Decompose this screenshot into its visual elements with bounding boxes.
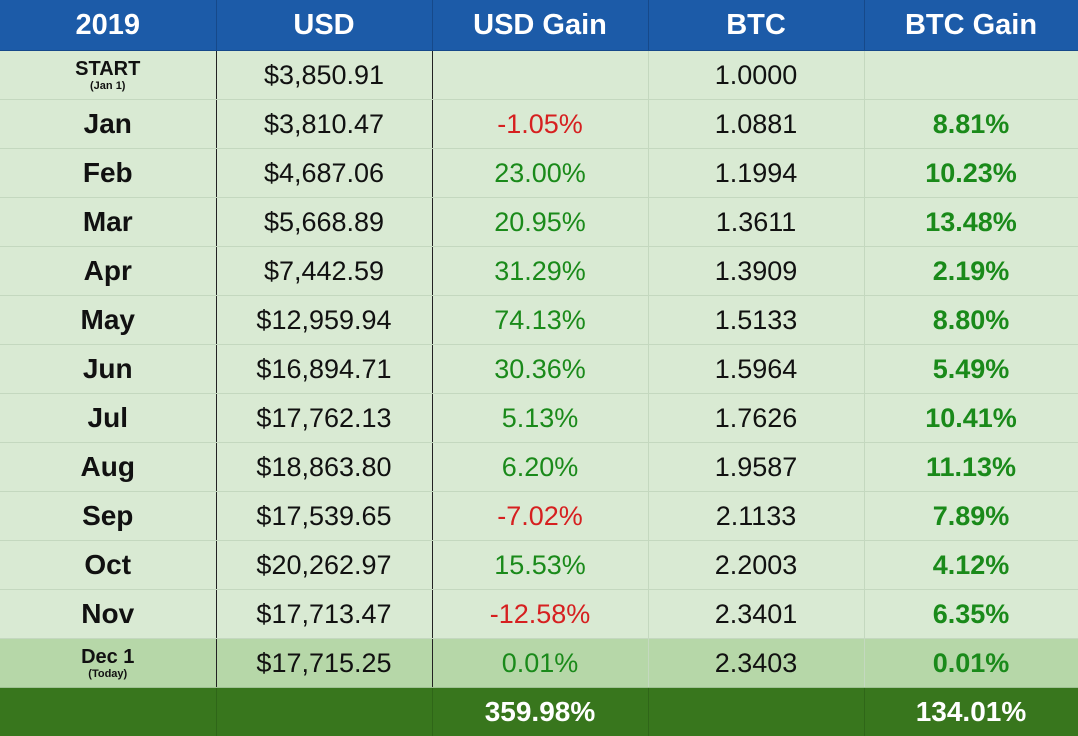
header-usd-gain: USD Gain: [432, 0, 649, 51]
usd-cell: $17,762.13: [216, 393, 433, 443]
month-cell: May: [0, 295, 217, 345]
header-row: 2019 USD USD Gain BTC BTC Gain: [0, 0, 1078, 51]
btc-cell: 1.7626: [647, 393, 865, 443]
usd-gain-cell: 0.01%: [432, 638, 649, 688]
btc-cell: 1.0881: [647, 99, 865, 149]
month-cell: Jan: [0, 99, 217, 149]
usd-gain-cell: 23.00%: [432, 148, 649, 198]
totals-blank-3: [648, 687, 865, 736]
month-cell: Oct: [0, 540, 217, 590]
month-sublabel: (Today): [88, 667, 128, 680]
table-row: Apr $7,442.59 31.29% 1.3909 2.19%: [0, 246, 1078, 296]
btc-cell: 1.5964: [647, 344, 865, 394]
usd-cell: $17,715.25: [216, 638, 433, 688]
total-btc-gain: 134.01%: [864, 687, 1078, 736]
table-row: Feb $4,687.06 23.00% 1.1994 10.23%: [0, 148, 1078, 198]
table-row: Sep $17,539.65 -7.02% 2.1133 7.89%: [0, 491, 1078, 541]
month-cell: Mar: [0, 197, 217, 247]
header-btc: BTC: [648, 0, 865, 51]
usd-gain-cell: -7.02%: [432, 491, 649, 541]
btc-gain-cell: [864, 50, 1078, 100]
btc-gain-cell: 0.01%: [864, 638, 1078, 688]
usd-gain-cell: 6.20%: [432, 442, 649, 492]
btc-cell: 1.3909: [647, 246, 865, 296]
month-sublabel: (Jan 1): [90, 79, 126, 92]
btc-gain-cell: 10.23%: [864, 148, 1078, 198]
btc-cell: 2.3403: [647, 638, 865, 688]
usd-gain-cell: -12.58%: [432, 589, 649, 639]
month-cell: Aug: [0, 442, 217, 492]
usd-cell: $3,810.47: [216, 99, 433, 149]
usd-cell: $17,539.65: [216, 491, 433, 541]
btc-gain-cell: 6.35%: [864, 589, 1078, 639]
table-row: Aug $18,863.80 6.20% 1.9587 11.13%: [0, 442, 1078, 492]
usd-cell: $3,850.91: [216, 50, 433, 100]
month-label: Dec 1: [81, 645, 135, 668]
btc-cell: 1.0000: [647, 50, 865, 100]
table-row: Jan $3,810.47 -1.05% 1.0881 8.81%: [0, 99, 1078, 149]
header-btc-gain: BTC Gain: [864, 0, 1078, 51]
usd-gain-cell: 31.29%: [432, 246, 649, 296]
btc-gain-cell: 2.19%: [864, 246, 1078, 296]
btc-cell: 1.3611: [647, 197, 865, 247]
usd-gain-cell: 74.13%: [432, 295, 649, 345]
usd-cell: $7,442.59: [216, 246, 433, 296]
month-cell: START (Jan 1): [0, 50, 217, 100]
btc-gain-cell: 5.49%: [864, 344, 1078, 394]
usd-gain-cell: 15.53%: [432, 540, 649, 590]
header-year: 2019: [0, 0, 217, 51]
usd-cell: $12,959.94: [216, 295, 433, 345]
usd-gain-cell: 20.95%: [432, 197, 649, 247]
totals-blank-2: [216, 687, 433, 736]
table-row: Mar $5,668.89 20.95% 1.3611 13.48%: [0, 197, 1078, 247]
month-cell: Apr: [0, 246, 217, 296]
usd-cell: $16,894.71: [216, 344, 433, 394]
total-usd-gain: 359.98%: [432, 687, 649, 736]
btc-cell: 2.2003: [647, 540, 865, 590]
table-row: Jul $17,762.13 5.13% 1.7626 10.41%: [0, 393, 1078, 443]
usd-gain-cell: -1.05%: [432, 99, 649, 149]
totals-row: 359.98% 134.01%: [0, 687, 1078, 736]
btc-gain-cell: 13.48%: [864, 197, 1078, 247]
usd-gain-cell: [432, 50, 649, 100]
table-row: May $12,959.94 74.13% 1.5133 8.80%: [0, 295, 1078, 345]
month-cell: Dec 1 (Today): [0, 638, 217, 688]
usd-cell: $18,863.80: [216, 442, 433, 492]
btc-cell: 1.1994: [647, 148, 865, 198]
totals-blank-1: [0, 687, 217, 736]
btc-gain-cell: 11.13%: [864, 442, 1078, 492]
usd-cell: $5,668.89: [216, 197, 433, 247]
month-cell: Jun: [0, 344, 217, 394]
header-usd: USD: [216, 0, 433, 51]
table-row: Dec 1 (Today) $17,715.25 0.01% 2.3403 0.01%: [0, 638, 1078, 688]
month-cell: Jul: [0, 393, 217, 443]
table-row: Nov $17,713.47 -12.58% 2.3401 6.35%: [0, 589, 1078, 639]
btc-cell: 2.3401: [647, 589, 865, 639]
btc-cell: 1.9587: [647, 442, 865, 492]
btc-gain-cell: 8.81%: [864, 99, 1078, 149]
month-cell: Feb: [0, 148, 217, 198]
usd-gain-cell: 5.13%: [432, 393, 649, 443]
usd-gain-cell: 30.36%: [432, 344, 649, 394]
month-label: START: [75, 57, 141, 80]
month-cell: Sep: [0, 491, 217, 541]
btc-gain-cell: 7.89%: [864, 491, 1078, 541]
btc-gain-cell: 8.80%: [864, 295, 1078, 345]
btc-gain-cell: 4.12%: [864, 540, 1078, 590]
table-row: START (Jan 1) $3,850.91 1.0000: [0, 50, 1078, 100]
usd-cell: $17,713.47: [216, 589, 433, 639]
month-cell: Nov: [0, 589, 217, 639]
usd-cell: $20,262.97: [216, 540, 433, 590]
btc-gain-cell: 10.41%: [864, 393, 1078, 443]
table-row: Oct $20,262.97 15.53% 2.2003 4.12%: [0, 540, 1078, 590]
btc-cell: 1.5133: [647, 295, 865, 345]
table-row: Jun $16,894.71 30.36% 1.5964 5.49%: [0, 344, 1078, 394]
btc-cell: 2.1133: [647, 491, 865, 541]
usd-cell: $4,687.06: [216, 148, 433, 198]
